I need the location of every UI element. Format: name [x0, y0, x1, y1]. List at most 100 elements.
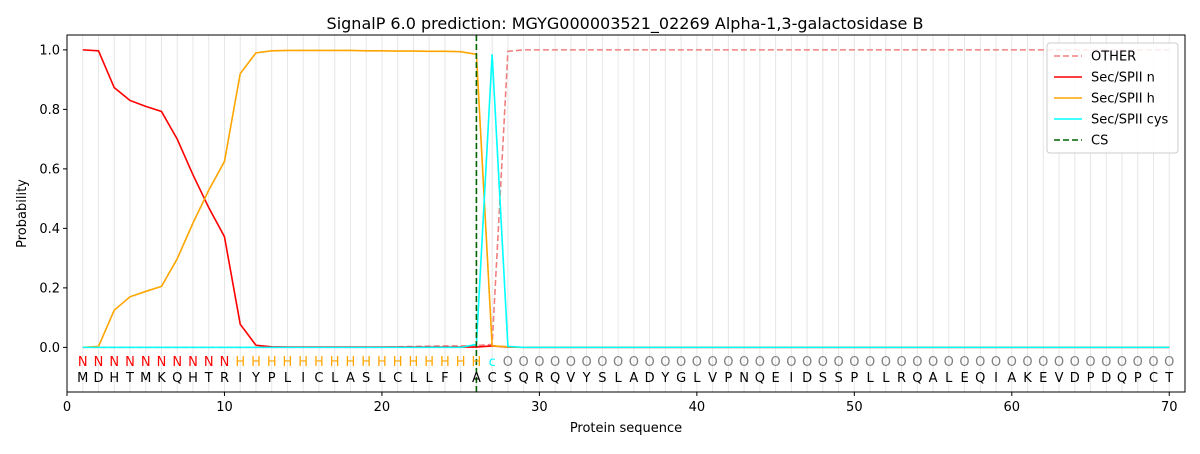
residue-label: O [770, 355, 780, 370]
amino-acid-letter: M [77, 371, 88, 386]
legend-label: Sec/SPII h [1091, 92, 1155, 107]
residue-label: N [125, 355, 135, 370]
y-tick-label: 0.4 [39, 222, 60, 237]
residue-label: O [1133, 355, 1143, 370]
amino-acid-letter: I [789, 371, 793, 386]
residue-label: O [896, 355, 906, 370]
residue-label: H [235, 355, 245, 370]
residue-label: O [802, 355, 812, 370]
amino-acid-letter: P [850, 371, 858, 386]
amino-acid-letter: G [676, 371, 686, 386]
residue-label: O [1117, 355, 1127, 370]
residue-label: O [912, 355, 922, 370]
amino-acid-letter: R [897, 371, 906, 386]
amino-acid-letter: A [929, 371, 938, 386]
x-tick-label: 40 [689, 400, 706, 415]
residue-label: O [597, 355, 607, 370]
residue-label: H [346, 355, 356, 370]
amino-acid-letter: Y [582, 371, 591, 386]
residue-label: O [865, 355, 875, 370]
x-tick-label: 20 [374, 400, 391, 415]
residue-label: O [991, 355, 1001, 370]
amino-acid-letter: K [157, 371, 166, 386]
residue-label: H [314, 355, 324, 370]
residue-label: O [944, 355, 954, 370]
amino-acid-letter: Y [251, 371, 260, 386]
residue-label: H [361, 355, 371, 370]
amino-acid-letter: P [268, 371, 276, 386]
amino-acid-letter: L [410, 371, 418, 386]
residue-label: H [440, 355, 450, 370]
residue-label: O [1038, 355, 1048, 370]
legend-label: CS [1091, 134, 1108, 149]
residue-label: H [267, 355, 277, 370]
y-tick-label: 0.0 [39, 341, 60, 356]
residue-label: O [1085, 355, 1095, 370]
x-axis-label: Protein sequence [570, 421, 682, 436]
x-tick-label: 50 [846, 400, 863, 415]
amino-acid-letter: Q [1117, 371, 1127, 386]
residue-label: O [645, 355, 655, 370]
amino-acid-letter: P [724, 371, 732, 386]
series-line-sec-spii-cys [82, 54, 1170, 349]
x-tick-label: 10 [216, 400, 233, 415]
amino-acid-letter: Y [660, 371, 669, 386]
residue-label: O [629, 355, 639, 370]
amino-acid-letter: T [1164, 371, 1173, 386]
residue-label: O [928, 355, 938, 370]
residue-label: O [503, 355, 513, 370]
amino-acid-letter: A [629, 371, 638, 386]
residue-label: O [566, 355, 576, 370]
amino-acid-letter: D [93, 371, 103, 386]
residue-label: H [456, 355, 466, 370]
amino-acid-letter: C [1149, 371, 1158, 386]
amino-acid-letter: L [945, 371, 953, 386]
amino-acid-letter: I [301, 371, 305, 386]
residue-label: H [393, 355, 403, 370]
residue-label: O [550, 355, 560, 370]
residue-label: N [204, 355, 214, 370]
residue-label: O [755, 355, 765, 370]
amino-acid-letter: R [220, 371, 229, 386]
amino-acid-letter: S [362, 371, 370, 386]
residue-label: H [377, 355, 387, 370]
residue-label: N [94, 355, 104, 370]
residue-label: O [959, 355, 969, 370]
amino-acid-letter: D [1101, 371, 1111, 386]
amino-acid-letter: I [994, 371, 998, 386]
residue-label: O [692, 355, 702, 370]
amino-acid-letter: A [472, 371, 481, 386]
amino-acid-letter: D [1070, 371, 1080, 386]
residue-label: O [1022, 355, 1032, 370]
residue-label: N [141, 355, 151, 370]
residue-label: N [172, 355, 182, 370]
x-tick-label: 60 [1004, 400, 1021, 415]
residue-label: O [1164, 355, 1174, 370]
amino-acid-letter: Q [172, 371, 182, 386]
amino-acid-letter: L [693, 371, 701, 386]
amino-acid-letter: D [802, 371, 812, 386]
amino-acid-letter: F [441, 371, 448, 386]
plot-frame [66, 34, 1186, 393]
residue-label: O [818, 355, 828, 370]
amino-acid-letter: C [314, 371, 323, 386]
amino-acid-letter: E [771, 371, 779, 386]
x-tick-label: 70 [1161, 400, 1178, 415]
amino-acid-letter: R [535, 371, 544, 386]
amino-acid-letter: S [504, 371, 512, 386]
grid-layer [82, 35, 1170, 392]
amino-acid-letter: L [866, 371, 874, 386]
y-tick-label: 0.6 [39, 162, 60, 177]
amino-acid-letter: H [109, 371, 119, 386]
amino-acid-letter: P [1134, 371, 1142, 386]
amino-acid-letter: E [960, 371, 968, 386]
amino-acid-letter: I [459, 371, 463, 386]
amino-acid-letter: T [204, 371, 213, 386]
residue-label: O [739, 355, 749, 370]
y-axis-label: Probability [15, 179, 30, 248]
residue-label: O [582, 355, 592, 370]
x-tick-label: 30 [531, 400, 548, 415]
amino-acid-letter: L [284, 371, 292, 386]
residue-label: H [330, 355, 340, 370]
